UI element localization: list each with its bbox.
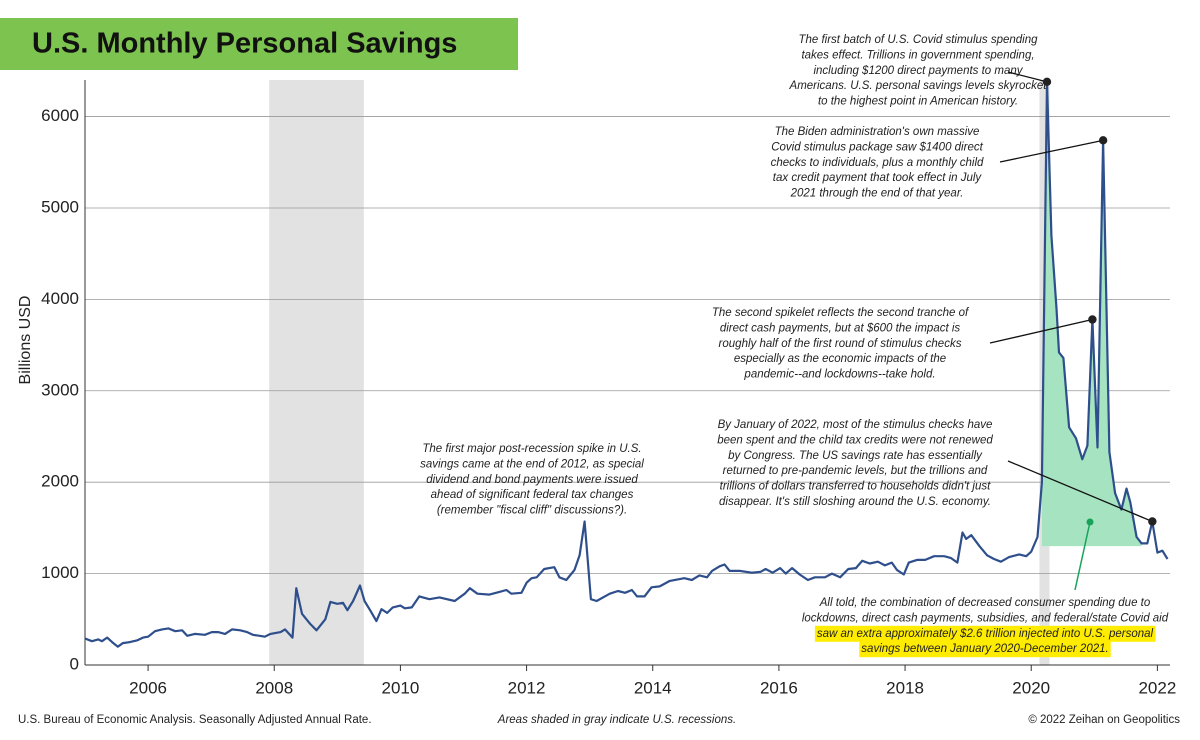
annotation-text: savings between January 2020-December 20… — [861, 643, 1108, 655]
annotation-text: Americans. U.S. personal savings levels … — [789, 80, 1048, 92]
callout-line — [1074, 521, 1091, 591]
annotation-text: returned to pre-pandemic levels, but the… — [723, 465, 988, 477]
callout-dot — [1042, 77, 1052, 87]
y-tick-label: 0 — [70, 654, 79, 673]
x-tick-label: 2014 — [634, 678, 672, 697]
annotation-text: By January of 2022, most of the stimulus… — [718, 419, 993, 431]
x-tick-label: 2018 — [886, 678, 924, 697]
annotation-text: saw an extra approximately $2.6 trillion… — [817, 628, 1154, 640]
callout-dot — [1086, 518, 1094, 526]
x-tick-label: 2006 — [129, 678, 167, 697]
callout-line — [1007, 71, 1048, 83]
x-tick-label: 2016 — [760, 678, 798, 697]
credit: © 2022 Zeihan on Geopolitics — [1028, 714, 1180, 726]
annotation-text: tax credit payment that took effect in J… — [773, 172, 983, 184]
annotation-text: Covid stimulus package saw $1400 direct — [771, 141, 983, 153]
annotation-text: 2021 through the end of that year. — [790, 188, 964, 200]
chart-title: U.S. Monthly Personal Savings — [32, 28, 457, 60]
x-tick-label: 2008 — [255, 678, 293, 697]
annotation-text: The Biden administration's own massive — [775, 126, 980, 138]
y-tick-label: 1000 — [41, 563, 79, 582]
callout-dot — [1148, 517, 1157, 526]
y-tick-label: 5000 — [41, 197, 79, 216]
annotation-text: roughly half of the first round of stimu… — [719, 338, 962, 350]
annotation-text: pandemic--and lockdowns--take hold. — [743, 369, 935, 381]
annotation-text: been spent and the child tax credits wer… — [717, 434, 993, 446]
annotation-text: lockdowns, direct cash payments, subsidi… — [802, 612, 1169, 624]
savings-line — [84, 80, 1169, 648]
annotation-text: The first batch of U.S. Covid stimulus s… — [798, 34, 1038, 46]
annotation-text: The second spikelet reflects the second … — [712, 307, 970, 319]
annotation-text: All told, the combination of decreased c… — [819, 597, 1151, 609]
annotation-text: disappear. It's still sloshing around th… — [719, 496, 991, 508]
callout-dot — [1088, 315, 1097, 324]
highlight-box — [859, 641, 1111, 658]
annotation-text: dividend and bond payments were issued — [426, 474, 638, 486]
callout-dot — [1098, 136, 1108, 145]
callout-line — [989, 318, 1093, 344]
y-tick-label: 6000 — [41, 106, 79, 125]
x-tick-label: 2012 — [508, 678, 546, 697]
annotation-text: takes effect. Trillions in government sp… — [801, 49, 1034, 61]
annotation-text: The first major post-recession spike in … — [422, 443, 641, 455]
annotation-text: ahead of significant federal tax changes — [431, 489, 634, 501]
annotation-text: including $1200 direct payments to many — [813, 65, 1023, 77]
y-axis-label: Billions USD — [17, 296, 34, 385]
recession-note: Areas shaded in gray indicate U.S. reces… — [497, 714, 736, 726]
y-tick-label: 2000 — [41, 472, 79, 491]
y-tick-label: 4000 — [41, 289, 79, 308]
annotation-text: savings came at the end of 2012, as spec… — [420, 458, 644, 470]
title-box — [0, 18, 518, 70]
annotation-text: by Congress. The US savings rate has ess… — [728, 450, 983, 462]
callout-line — [999, 139, 1104, 163]
highlight-box — [814, 625, 1156, 642]
stimulus-area — [1041, 81, 1142, 547]
source: U.S. Bureau of Economic Analysis. Season… — [18, 714, 372, 726]
y-tick-label: 3000 — [41, 380, 79, 399]
x-tick-label: 2010 — [381, 678, 419, 697]
x-tick-label: 2020 — [1012, 678, 1050, 697]
annotation-text: direct cash payments, but at $600 the im… — [720, 322, 961, 334]
annotation-text: to the highest point in American history… — [818, 96, 1018, 108]
recession-band — [269, 80, 364, 665]
x-tick-label: 2022 — [1138, 678, 1176, 697]
annotation-text: (remember "fiscal cliff" discussions?). — [437, 505, 627, 517]
annotation-text: especially as the economic impacts of th… — [734, 353, 946, 365]
annotation-text: checks to individuals, plus a monthly ch… — [771, 157, 984, 169]
annotation-text: trillions of dollars transferred to hous… — [720, 481, 991, 493]
callout-line — [1007, 460, 1153, 523]
